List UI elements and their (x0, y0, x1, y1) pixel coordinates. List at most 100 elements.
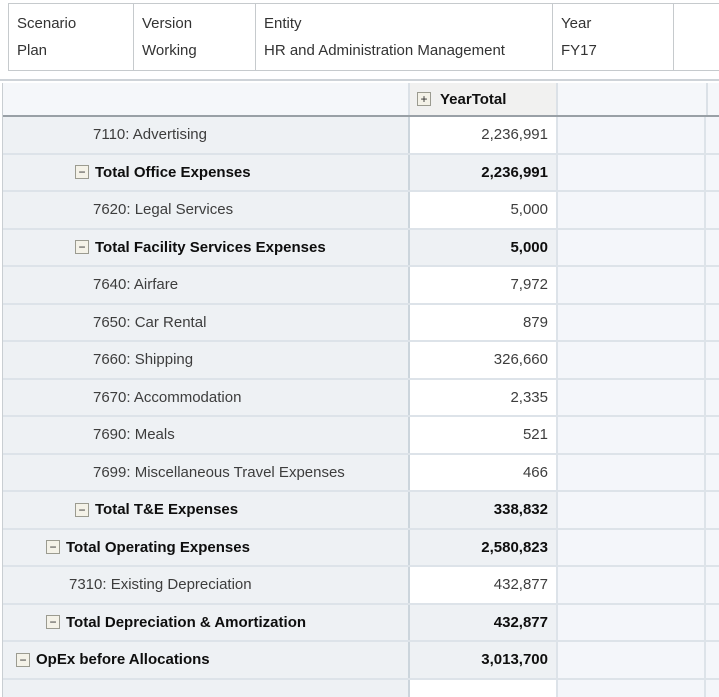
data-cell[interactable]: 338,832 (410, 492, 558, 528)
sliver-cell (706, 417, 719, 453)
data-cell[interactable]: 3,013,700 (410, 642, 558, 678)
collapse-icon[interactable]: − (46, 615, 60, 630)
data-cell[interactable]: 466 (410, 454, 558, 490)
collapse-icon[interactable]: − (75, 502, 89, 517)
grid-header-row: + YearTotal (3, 83, 719, 117)
pov-bar: Scenario Plan Version Working Entity HR … (8, 3, 719, 71)
row-header-cell[interactable]: − OpEx before Allocations (3, 642, 410, 678)
empty-cell (558, 379, 706, 415)
cell-value: 5,000 (510, 238, 548, 256)
grid-row: 7660: Shipping 326,660 (3, 342, 719, 380)
cell-value: 7,972 (510, 276, 548, 294)
data-cell[interactable]: 326,660 (410, 342, 558, 378)
collapse-icon[interactable]: − (75, 240, 89, 255)
row-label: Total Facility Services Expenses (95, 238, 326, 256)
pov-member-label: HR and Administration Management (264, 42, 505, 59)
empty-cell (558, 604, 706, 640)
data-cell[interactable]: 879 (410, 304, 558, 340)
column-header-yeartotal[interactable]: + YearTotal (410, 83, 558, 115)
cell-value: 521 (522, 426, 548, 444)
row-header-cell[interactable]: 7650: Car Rental (3, 304, 410, 340)
row-header-cell[interactable]: − Total Facility Services Expenses (3, 229, 410, 265)
row-header-cell[interactable]: 7110: Advertising (3, 117, 410, 153)
empty-cell (558, 492, 706, 528)
empty-cell (558, 454, 706, 490)
sliver-cell (706, 154, 719, 190)
grid-row: − Total Facility Services Expenses 5,000 (3, 229, 719, 267)
grid-row: − Total Depreciation & Amortization 432,… (3, 604, 719, 642)
cell-value: 432,877 (493, 576, 548, 594)
sliver-cell (706, 117, 719, 153)
grid-row: 7699: Miscellaneous Travel Expenses 466 (3, 454, 719, 492)
grid-row: 7640: Airfare 7,972 (3, 267, 719, 305)
pov-member-label: FY17 (561, 42, 597, 59)
row-label: Total T&E Expenses (95, 501, 239, 519)
data-cell[interactable]: 5,000 (410, 192, 558, 228)
data-cell[interactable]: 2,236,991 (410, 154, 558, 190)
row-header-cell[interactable]: 7310: Existing Depreciation (3, 567, 410, 603)
row-header-cell[interactable]: 7640: Airfare (3, 267, 410, 303)
row-label: OpEx before Allocations (36, 651, 210, 669)
row-label: 7310: Existing Depreciation (69, 576, 252, 594)
data-cell[interactable]: 7,972 (410, 267, 558, 303)
pov-cell-entity[interactable]: Entity HR and Administration Management (256, 4, 553, 70)
data-cell[interactable]: 2,335 (410, 379, 558, 415)
sliver-cell (706, 342, 719, 378)
collapse-icon[interactable]: − (16, 652, 30, 667)
data-cell[interactable]: 2,580,823 (410, 529, 558, 565)
row-header-cell[interactable]: − Total Operating Expenses (3, 529, 410, 565)
row-header-cell[interactable]: 7690: Meals (3, 417, 410, 453)
row-label: 7660: Shipping (93, 351, 194, 369)
data-cell[interactable]: 521 (410, 417, 558, 453)
pov-cell-version[interactable]: Version Working (134, 4, 256, 70)
grid-row: 7670: Accommodation 2,335 (3, 379, 719, 417)
grid-row: 7110: Advertising 2,236,991 (3, 117, 719, 155)
cell-value: 3,013,700 (481, 651, 548, 669)
sliver-cell (706, 379, 719, 415)
sliver-cell (706, 492, 719, 528)
data-cell[interactable]: 2,236,991 (410, 117, 558, 153)
row-label: 7620: Legal Services (93, 201, 234, 219)
data-cell[interactable]: 432,877 (410, 604, 558, 640)
row-label: Total Office Expenses (95, 163, 251, 181)
pov-dimension-label: Scenario (17, 15, 77, 32)
row-header-cell[interactable]: − Total T&E Expenses (3, 492, 410, 528)
row-header-cell[interactable]: 7660: Shipping (3, 342, 410, 378)
pov-member-label: Working (142, 42, 197, 59)
column-header-label: YearTotal (440, 90, 507, 108)
empty-cell (558, 529, 706, 565)
data-cell[interactable]: 5,000 (410, 229, 558, 265)
cell-value: 2,236,991 (481, 163, 548, 181)
sliver-cell (706, 529, 719, 565)
grid-row: − Total T&E Expenses 338,832 (3, 492, 719, 530)
expand-icon[interactable]: + (417, 92, 431, 106)
row-label: 7640: Airfare (93, 276, 179, 294)
row-header-cell[interactable]: 7620: Legal Services (3, 192, 410, 228)
sliver-cell (706, 567, 719, 603)
grid-row: 7620: Legal Services 5,000 (3, 192, 719, 230)
grid-row: − Total Operating Expenses 2,580,823 (3, 529, 719, 567)
cell-value: 2,335 (510, 388, 548, 406)
row-header-cell[interactable]: 7670: Accommodation (3, 379, 410, 415)
empty-cell (558, 679, 706, 697)
pov-cell-year[interactable]: Year FY17 (553, 4, 674, 70)
row-header-cell[interactable]: − Total Office Expenses (3, 154, 410, 190)
collapse-icon[interactable]: − (75, 165, 89, 180)
sliver-cell (706, 604, 719, 640)
sliver-cell (706, 229, 719, 265)
empty-cell (558, 342, 706, 378)
row-header-cell[interactable]: − Total Depreciation & Amortization (3, 604, 410, 640)
pov-dimension-label: Version (142, 15, 193, 32)
pov-dimension-label: Year (561, 15, 592, 32)
collapse-icon[interactable]: − (46, 540, 60, 555)
row-label: Total Operating Expenses (66, 538, 250, 556)
grid-row: 7310: Existing Depreciation 432,877 (3, 567, 719, 605)
sliver-cell (706, 642, 719, 678)
empty-cell (558, 417, 706, 453)
row-header-cell[interactable]: 7699: Miscellaneous Travel Expenses (3, 454, 410, 490)
pov-dimension-label: Entity (264, 15, 302, 32)
row-label: Total Depreciation & Amortization (66, 613, 307, 631)
pov-cell-scenario[interactable]: Scenario Plan (9, 4, 134, 70)
grid-row: 7690: Meals 521 (3, 417, 719, 455)
data-cell[interactable]: 432,877 (410, 567, 558, 603)
